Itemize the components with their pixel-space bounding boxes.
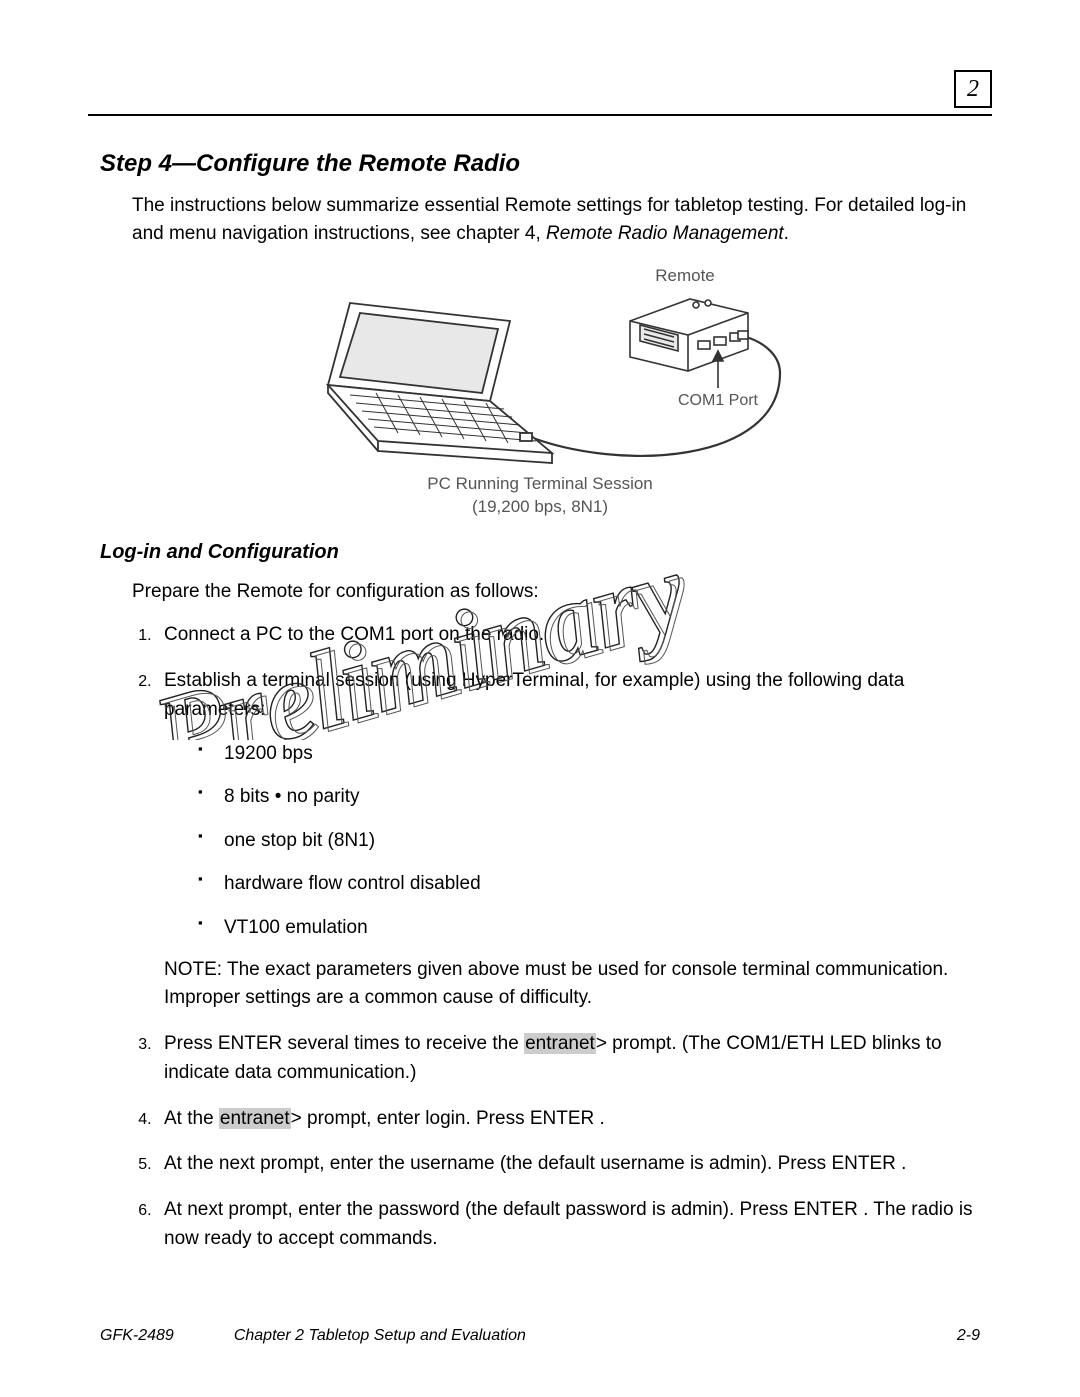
step-4-highlight: entranet <box>219 1108 291 1129</box>
remote-label: Remote <box>655 266 715 285</box>
bullet-bits: 8 bits • no parity <box>198 782 980 811</box>
laptop-icon <box>328 303 552 463</box>
intro-paragraph: The instructions below summarize essenti… <box>132 192 980 247</box>
step-2-text: Establish a terminal session (using Hype… <box>164 670 904 720</box>
step-5: At the next prompt, enter the username (… <box>156 1149 980 1178</box>
step-3: Press ENTER several times to receive the… <box>156 1029 980 1088</box>
step-title: Step 4—Configure the Remote Radio <box>100 150 980 178</box>
step-1: Connect a PC to the COM1 port on the rad… <box>156 620 980 649</box>
intro-text-b: . <box>784 223 789 244</box>
step-2: Establish a terminal session (using Hype… <box>156 666 980 1013</box>
bullet-bps: 19200 bps <box>198 739 980 768</box>
bullet-flow: hardware flow control disabled <box>198 869 980 898</box>
step-4a: At the <box>164 1108 219 1129</box>
step-6: At next prompt, enter the password (the … <box>156 1195 980 1254</box>
header-rule <box>88 114 992 116</box>
page-content: Step 4—Configure the Remote Radio The in… <box>100 150 980 1270</box>
footer-pagenum: 2-9 <box>957 1327 980 1345</box>
step-4: At the entranet> prompt, enter login. Pr… <box>156 1104 980 1133</box>
param-bullets: 19200 bps 8 bits • no parity one stop bi… <box>198 739 980 942</box>
page-footer: GFK-2489 Chapter 2 Tabletop Setup and Ev… <box>100 1327 980 1345</box>
bullet-stopbit: one stop bit (8N1) <box>198 826 980 855</box>
prepare-line: Prepare the Remote for configuration as … <box>132 578 980 607</box>
intro-reference: Remote Radio Management <box>546 223 784 244</box>
connection-figure: Remote <box>260 263 820 519</box>
remote-device-icon <box>630 299 748 371</box>
footer-docnum: GFK-2489 <box>100 1327 174 1345</box>
figure-caption: PC Running Terminal Session (19,200 bps,… <box>260 473 820 519</box>
figure-caption-line1: PC Running Terminal Session <box>427 474 653 493</box>
login-config-subhead: Log-in and Configuration <box>100 541 980 564</box>
chapter-number-box: 2 <box>954 70 992 108</box>
step-4b: > prompt, enter login. Press ENTER . <box>291 1108 605 1129</box>
steps-list: Connect a PC to the COM1 port on the rad… <box>156 620 980 1253</box>
figure-caption-line2: (19,200 bps, 8N1) <box>472 497 608 516</box>
step-3-highlight: entranet <box>524 1033 596 1054</box>
note-text: NOTE: The exact parameters given above m… <box>164 956 980 1013</box>
com1-arrow-icon <box>713 351 723 388</box>
bullet-vt100: VT100 emulation <box>198 913 980 942</box>
footer-chapter: Chapter 2 Tabletop Setup and Evaluation <box>174 1327 957 1345</box>
cable-connector-icon <box>738 331 748 339</box>
com1-port-label: COM1 Port <box>678 392 759 409</box>
laptop-remote-diagram: Remote <box>280 263 800 473</box>
step-3a: Press ENTER several times to receive the <box>164 1033 524 1054</box>
